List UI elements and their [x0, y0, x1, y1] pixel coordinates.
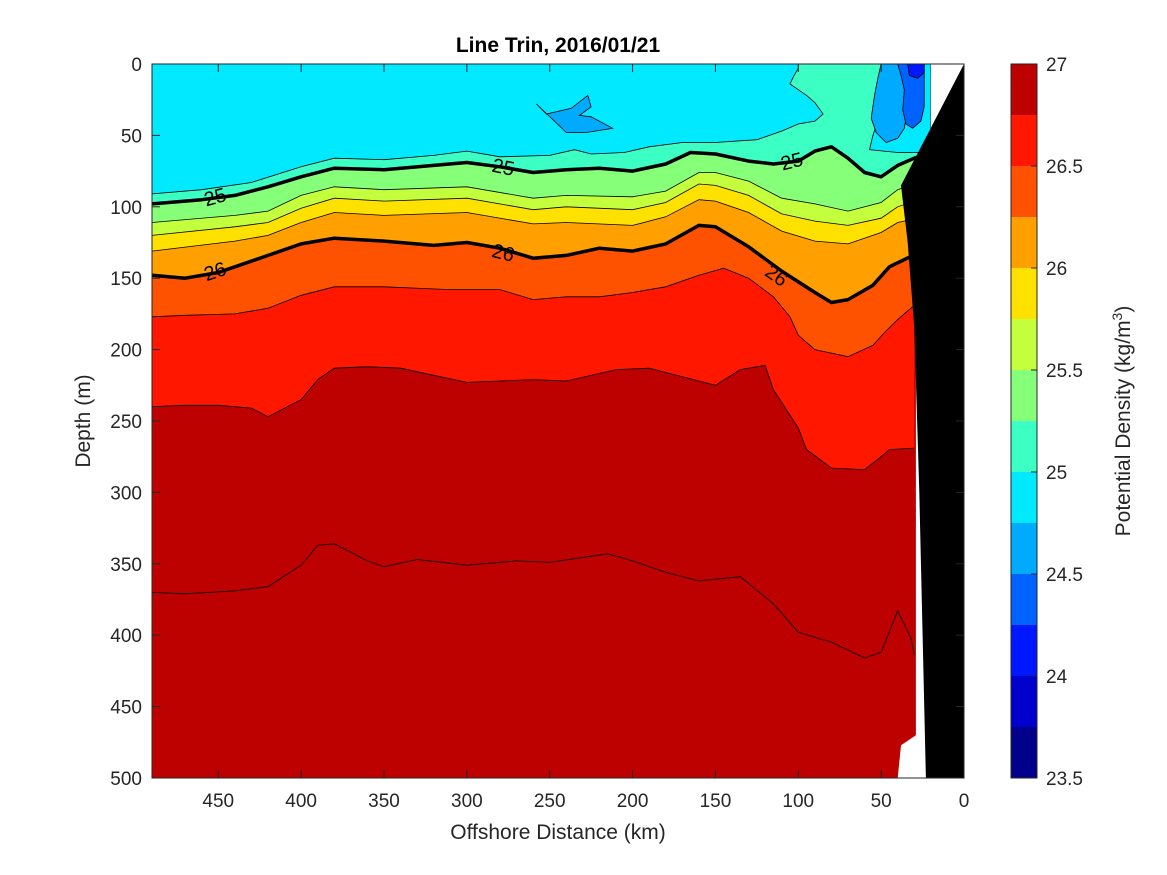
chart-title: Line Trin, 2016/01/21 [456, 34, 661, 57]
y-tick-label: 200 [110, 341, 142, 362]
colorbar-segment [1011, 625, 1037, 676]
y-tick-label: 400 [110, 626, 142, 647]
contour-sigma-27.0 [152, 543, 915, 659]
y-tick-label: 250 [110, 412, 142, 433]
isopycnal-26 [152, 223, 932, 305]
x-tick-label: 100 [782, 791, 814, 812]
y-axis: 0 50 100 150 200 250 300 350 400 450 500 [110, 55, 964, 790]
contour-sigma-25.0 [152, 64, 824, 195]
colorbar-segment [1011, 727, 1037, 778]
colorbar-segment [1011, 676, 1037, 727]
colorbar-segment [1011, 64, 1037, 115]
colorbar-tick-label: 24 [1046, 667, 1068, 688]
contour-sigma-25.5 [152, 172, 932, 223]
y-tick-label: 100 [110, 198, 142, 219]
contour-label-group: 25 [490, 155, 516, 181]
y-tick-label: 50 [121, 126, 142, 147]
x-tick-label: 450 [202, 791, 234, 812]
density-layers [152, 64, 932, 658]
colorbar-tick-label: 23.5 [1046, 769, 1083, 790]
y-tick-label: 500 [110, 769, 142, 790]
patch-cyan-eddy [536, 94, 614, 133]
contour-sigma-26.75 [152, 364, 915, 471]
y-tick-label: 300 [110, 483, 142, 504]
x-tick-label: 400 [285, 791, 317, 812]
colorbar-segment [1011, 472, 1037, 523]
colorbar-tick-label: 24.5 [1046, 565, 1083, 586]
patch-deepest-blue-core [907, 64, 925, 79]
contour-label-group: 26 [490, 240, 517, 267]
masks [897, 64, 964, 778]
x-axis: 450 400 350 300 250 200 150 100 50 0 [202, 64, 969, 812]
colorbar-segment [1011, 115, 1037, 166]
colorbar-frame [1010, 63, 1038, 779]
x-tick-label: 350 [368, 791, 400, 812]
colorbar-segment [1011, 370, 1037, 421]
colorbar: 27 26.5 26 25.5 25 24.5 24 23.5 [1010, 55, 1083, 790]
x-tick-label: 50 [871, 791, 892, 812]
y-tick-label: 0 [131, 55, 142, 76]
colorbar-label: Potential Density (kg/m3) [1109, 306, 1135, 537]
contour-label: 25 [490, 155, 516, 181]
y-tick-label: 450 [110, 698, 142, 719]
colorbar-segment [1011, 421, 1037, 472]
contour-sigma-26.0 [152, 199, 931, 252]
contour-label: 25 [778, 149, 805, 176]
y-tick-label: 150 [110, 269, 142, 290]
bathymetry [901, 64, 964, 778]
contour-sigma-25.75 [152, 183, 932, 236]
layer-sigma-25.0 [152, 64, 824, 194]
x-axis-label: Offshore Distance (km) [450, 821, 666, 844]
colorbar-tick-label: 26 [1046, 259, 1067, 280]
x-tick-label: 0 [959, 791, 970, 812]
colorbar-segment [1011, 319, 1037, 370]
contour-sigma-26.5 [152, 267, 932, 358]
x-tick-label: 300 [451, 791, 483, 812]
x-tick-label: 150 [700, 791, 732, 812]
x-tick-label: 200 [617, 791, 649, 812]
colorbar-tick-label: 27 [1046, 55, 1067, 76]
colorbar-segment [1011, 574, 1037, 625]
colorbar-tick-label: 25.5 [1046, 361, 1083, 382]
x-tick-label: 250 [534, 791, 566, 812]
contour-label: 26 [490, 240, 517, 267]
colorbar-tick-label: 26.5 [1046, 157, 1083, 178]
colorbar-segment [1011, 268, 1037, 319]
y-axis-label: Depth (m) [72, 374, 95, 467]
isopycnal-25 [152, 145, 932, 206]
patch-dark-blue-core [897, 64, 925, 129]
colorbar-segment [1011, 166, 1037, 217]
colorbar-tick-label: 25 [1046, 463, 1067, 484]
colorbar-segment [1011, 217, 1037, 268]
y-tick-label: 350 [110, 555, 142, 576]
contour-label-group: 25 [778, 149, 805, 176]
colorbar-segment [1011, 523, 1037, 574]
